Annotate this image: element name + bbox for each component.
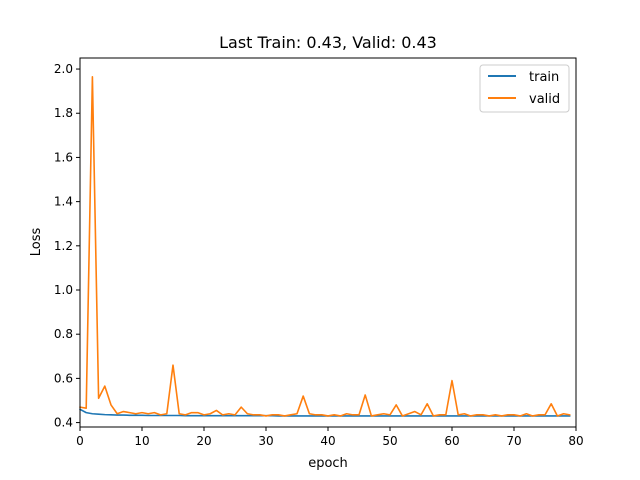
y-axis-ticks: 0.4 0.6 0.8 1.0 1.2 1.4 1.6 1.8 2.0 xyxy=(54,62,80,430)
y-tick-label: 1.6 xyxy=(54,150,73,164)
x-tick-label: 60 xyxy=(444,434,459,448)
x-tick-label: 70 xyxy=(506,434,521,448)
y-tick-label: 1.8 xyxy=(54,106,73,120)
y-tick-label: 0.4 xyxy=(54,416,73,430)
series-line-valid xyxy=(79,75,571,417)
y-tick-label: 0.8 xyxy=(54,327,73,341)
y-tick-label: 0.6 xyxy=(54,371,73,385)
x-tick-label: 10 xyxy=(134,434,149,448)
x-tick-label: 80 xyxy=(568,434,583,448)
y-axis-label: Loss xyxy=(29,228,44,257)
chart-title: Last Train: 0.43, Valid: 0.43 xyxy=(219,33,437,52)
series-layer xyxy=(79,75,571,417)
y-tick-label: 1.2 xyxy=(54,239,73,253)
x-tick-label: 50 xyxy=(382,434,397,448)
legend-label-valid: valid xyxy=(529,92,560,107)
x-tick-label: 20 xyxy=(196,434,211,448)
y-tick-label: 2.0 xyxy=(54,62,73,76)
legend-label-train: train xyxy=(529,70,559,85)
x-tick-label: 40 xyxy=(320,434,335,448)
y-tick-label: 1.0 xyxy=(54,283,73,297)
x-axis-label: epoch xyxy=(308,456,348,471)
legend: train valid xyxy=(479,64,570,113)
y-tick-label: 1.4 xyxy=(54,195,73,209)
x-tick-label: 0 xyxy=(76,434,84,448)
x-tick-label: 30 xyxy=(258,434,273,448)
x-axis-ticks: 0 10 20 30 40 50 60 70 80 xyxy=(76,427,584,448)
